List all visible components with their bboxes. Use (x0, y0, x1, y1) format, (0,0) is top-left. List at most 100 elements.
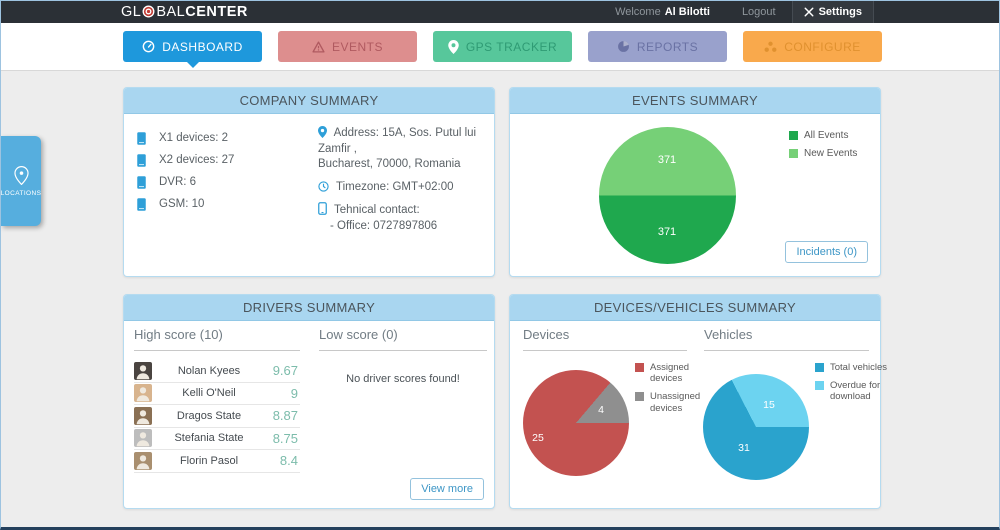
driver-avatar (134, 429, 152, 448)
pie-value-overdue: 15 (763, 399, 775, 411)
drivers-summary-title: DRIVERS SUMMARY (124, 295, 494, 321)
clock-icon (318, 180, 329, 192)
logout-link[interactable]: Logout (741, 6, 776, 18)
events-pie-chart[interactable] (599, 127, 736, 264)
device-count-item: GSM: 10 (137, 193, 234, 215)
legend-swatch (789, 131, 798, 140)
locations-tab-label: LOCATIONS (0, 189, 42, 197)
device-icon (137, 175, 146, 189)
company-address: Address: 15A, Sos. Putul lui Zamfir , Bu… (318, 126, 477, 171)
legend-swatch (815, 363, 824, 372)
legend-item: Total vehicles (815, 362, 888, 373)
target-icon (142, 5, 155, 18)
tab-gps-tracker[interactable]: GPS TRACKER (433, 31, 572, 62)
drivers-summary-panel: DRIVERS SUMMARY High score (10) Low scor… (123, 294, 495, 509)
logo-text-center: CENTER (185, 4, 248, 20)
devices-header: Devices (523, 327, 687, 351)
events-legend: All Events New Events (789, 130, 857, 166)
view-more-button[interactable]: View more (410, 478, 484, 500)
low-score-header: Low score (0) (319, 327, 487, 351)
device-count-item: X1 devices: 2 (137, 127, 234, 149)
pie-value-new-events: 371 (657, 154, 677, 166)
driver-score: 8.75 (272, 430, 298, 446)
pie-value-unassigned: 4 (598, 404, 604, 416)
tab-events[interactable]: EVENTS (278, 31, 417, 62)
top-bar: GL BALCENTER Welcome Al Bilotti Logout Se… (1, 1, 999, 23)
user-name: Al Bilotti (664, 6, 710, 18)
high-score-list: Nolan Kyees 9.67 Kelli O'Neil 9 Dragos S… (134, 360, 300, 473)
low-score-empty-message: No driver scores found! (346, 373, 460, 385)
app-logo: GL BALCENTER (121, 1, 248, 23)
warning-triangle-icon (312, 40, 325, 53)
driver-row: Florin Pasol 8.4 (134, 450, 300, 473)
legend-item: Assigned devices (635, 362, 708, 384)
company-timezone: Timezone: GMT+02:00 (318, 180, 486, 196)
company-contact: Tehnical contact: - Office: 0727897806 (318, 202, 486, 234)
devices-legend: Assigned devices Unassigned devices (635, 362, 708, 421)
incidents-button[interactable]: Incidents (0) (785, 241, 868, 263)
driver-row: Nolan Kyees 9.67 (134, 360, 300, 383)
location-pin-icon (13, 165, 29, 185)
driver-name: Kelli O'Neil (182, 387, 236, 400)
device-icon (137, 197, 146, 211)
company-info: Address: 15A, Sos. Putul lui Zamfir , Bu… (318, 126, 486, 241)
legend-item: Overdue for download (815, 380, 888, 402)
driver-score: 8.87 (272, 408, 298, 424)
driver-avatar (134, 451, 152, 470)
vehicles-header: Vehicles (704, 327, 869, 351)
driver-name: Dragos State (176, 409, 242, 422)
vehicles-legend: Total vehicles Overdue for download (815, 362, 888, 410)
driver-row: Dragos State 8.87 (134, 405, 300, 428)
tab-configure[interactable]: CONFIGURE (743, 31, 882, 62)
legend-item: Unassigned devices (635, 391, 708, 414)
tools-icon (804, 7, 814, 17)
driver-score: 9.67 (272, 363, 298, 379)
legend-swatch (789, 149, 798, 158)
legend-item: All Events (789, 130, 857, 141)
devices-pie-chart[interactable] (523, 370, 629, 476)
driver-score: 8.4 (279, 453, 298, 469)
dashboard-icon (142, 40, 155, 53)
events-summary-title: EVENTS SUMMARY (510, 88, 880, 114)
driver-avatar (134, 406, 152, 425)
pie-value-all-events: 371 (657, 226, 677, 238)
vehicles-pie-chart[interactable] (703, 374, 809, 480)
driver-name: Stefania State (174, 432, 244, 445)
gps-pin-icon (448, 39, 459, 54)
driver-row: Kelli O'Neil 9 (134, 383, 300, 405)
tab-dashboard[interactable]: DASHBOARD (123, 31, 262, 68)
main-nav: DASHBOARD EVENTS GPS TRACKER REPORTS CON… (1, 23, 999, 71)
driver-name: Nolan Kyees (177, 364, 241, 377)
pie-chart-icon (617, 41, 629, 52)
settings-button[interactable]: Settings (791, 1, 874, 23)
address-pin-icon (318, 126, 327, 138)
legend-swatch (635, 363, 644, 372)
device-count-item: DVR: 6 (137, 171, 234, 193)
device-counts-list: X1 devices: 2 X2 devices: 27 DVR: 6 GSM:… (137, 127, 234, 215)
pie-value-total: 31 (738, 442, 750, 454)
device-icon (137, 153, 146, 167)
pie-value-assigned: 25 (532, 432, 544, 444)
tab-reports[interactable]: REPORTS (588, 31, 727, 62)
events-summary-panel: EVENTS SUMMARY 371 371 All Events New Ev… (509, 87, 881, 277)
legend-swatch (815, 381, 824, 391)
company-summary-panel: COMPANY SUMMARY X1 devices: 2 X2 devices… (123, 87, 495, 277)
device-count-item: X2 devices: 27 (137, 149, 234, 171)
logo-text-bal: BAL (156, 4, 186, 20)
configure-icon (764, 41, 777, 52)
driver-avatar (134, 384, 152, 403)
legend-swatch (635, 392, 644, 402)
legend-item: New Events (789, 148, 857, 159)
driver-avatar (134, 361, 152, 380)
phone-icon (318, 202, 327, 215)
device-icon (137, 131, 146, 145)
driver-score: 9 (290, 385, 298, 401)
welcome-text: Welcome Al Bilotti (615, 6, 710, 18)
driver-name: Florin Pasol (179, 454, 239, 467)
devices-vehicles-summary-panel: DEVICES/VEHICLES SUMMARY Devices Vehicle… (509, 294, 887, 509)
high-score-header: High score (10) (134, 327, 300, 351)
company-summary-title: COMPANY SUMMARY (124, 88, 494, 114)
topbar-user-area: Welcome Al Bilotti Logout Settings (615, 1, 874, 23)
locations-tab[interactable]: LOCATIONS (1, 136, 41, 226)
